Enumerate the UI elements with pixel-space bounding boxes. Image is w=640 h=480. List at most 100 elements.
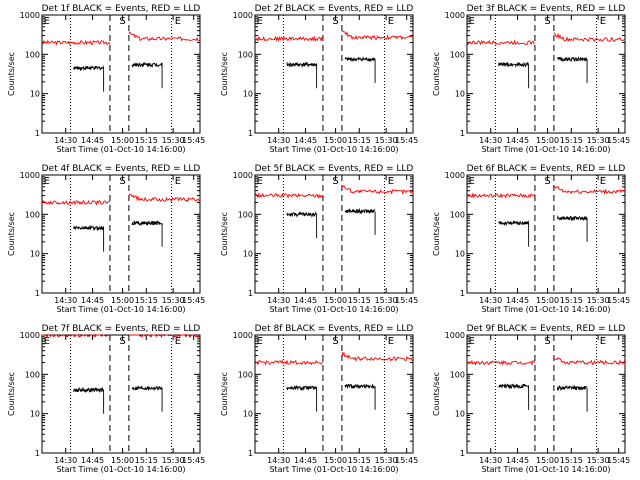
lld-red-series <box>553 32 626 43</box>
y-axis-label: Counts/sec <box>432 372 441 416</box>
lld-red-series <box>553 185 626 195</box>
panel-title: Det 8f BLACK = Events, RED = LLD <box>255 324 414 334</box>
y-tick-label: 100 <box>25 210 40 219</box>
y-tick-label: 100 <box>450 50 465 59</box>
x-tick-label: 15:00 <box>111 136 134 145</box>
events-black-series <box>556 384 588 392</box>
events-black-series <box>73 65 105 72</box>
y-tick-label: 1 <box>248 129 253 138</box>
event-marker: S <box>544 176 550 187</box>
plot-frame <box>254 334 414 454</box>
x-axis-label: Start Time (01-Oct-10 14:16:00) <box>56 305 185 314</box>
events-black-series <box>498 383 530 390</box>
x-axis-label: Start Time (01-Oct-10 14:16:00) <box>269 145 398 154</box>
panel-title: Det 4f BLACK = Events, RED = LLD <box>42 164 201 174</box>
x-tick-label: 15:45 <box>607 456 630 465</box>
event-marker: E <box>257 336 263 347</box>
lld-red-series <box>41 199 110 206</box>
y-axis-label: Counts/sec <box>7 52 16 96</box>
panel-title: Det 2f BLACK = Events, RED = LLD <box>255 4 414 14</box>
plot-frame <box>41 334 201 454</box>
event-marker: E <box>388 176 394 187</box>
panel-det-7: Det 7f BLACK = Events, RED = LLD 1 10 100 10… <box>7 324 205 474</box>
x-tick-label: 15:30 <box>162 296 185 305</box>
y-axis-label: Counts/sec <box>7 212 16 256</box>
events-black-series <box>286 384 318 392</box>
x-tick-label: 15:15 <box>135 456 158 465</box>
x-tick-label: 14:30 <box>479 456 502 465</box>
event-marker: E <box>175 336 181 347</box>
y-axis-label: Counts/sec <box>220 372 229 416</box>
x-tick-label: 15:15 <box>348 456 371 465</box>
x-tick-label: 15:30 <box>587 456 610 465</box>
x-tick-label: 15:30 <box>162 456 185 465</box>
x-tick-label: 15:45 <box>395 136 418 145</box>
x-tick-label: 14:45 <box>81 456 104 465</box>
x-axis-label: Start Time (01-Oct-10 14:16:00) <box>269 465 398 474</box>
y-tick-label: 100 <box>25 50 40 59</box>
y-tick-label: 1 <box>460 449 465 458</box>
event-marker: E <box>175 176 181 187</box>
lld-red-series <box>466 192 536 199</box>
x-tick-label: 15:45 <box>182 136 205 145</box>
x-tick-label: 15:00 <box>324 296 347 305</box>
event-marker: E <box>469 176 475 187</box>
event-marker: S <box>332 336 338 347</box>
x-tick-label: 14:30 <box>54 296 77 305</box>
y-tick-label: 100 <box>25 370 40 379</box>
event-marker: E <box>388 336 394 347</box>
y-tick-label: 1 <box>35 449 40 458</box>
x-tick-label: 14:45 <box>294 296 317 305</box>
y-axis-label: Counts/sec <box>220 52 229 96</box>
event-marker: E <box>257 16 263 27</box>
x-tick-label: 14:45 <box>294 136 317 145</box>
y-axis-label: Counts/sec <box>7 372 16 416</box>
events-black-series <box>498 61 530 68</box>
x-tick-label: 15:15 <box>560 296 583 305</box>
panel-det-4: Det 4f BLACK = Events, RED = LLD 1 10 100 10… <box>7 164 205 314</box>
panel-det-8: Det 8f BLACK = Events, RED = LLD 1 10 100 10… <box>220 324 418 474</box>
y-tick-label: 10 <box>30 250 40 259</box>
x-tick-label: 15:30 <box>587 136 610 145</box>
x-tick-label: 15:45 <box>182 296 205 305</box>
x-tick-label: 14:30 <box>54 456 77 465</box>
event-marker: E <box>175 16 181 27</box>
plot-frame <box>254 174 414 294</box>
event-marker: E <box>388 16 394 27</box>
y-tick-label: 100 <box>238 50 253 59</box>
lld-red-series <box>254 35 324 42</box>
lld-red-series <box>341 30 414 41</box>
panel-det-3: Det 3f BLACK = Events, RED = LLD 1 10 100 10… <box>432 4 630 154</box>
x-tick-label: 14:45 <box>506 456 529 465</box>
y-tick-label: 10 <box>455 90 465 99</box>
x-tick-label: 14:45 <box>506 136 529 145</box>
x-tick-label: 15:30 <box>162 136 185 145</box>
events-black-series <box>286 61 318 69</box>
events-black-series <box>344 383 376 390</box>
x-tick-label: 14:30 <box>479 296 502 305</box>
event-marker: E <box>469 16 475 27</box>
lld-red-series <box>128 334 201 338</box>
x-tick-label: 15:45 <box>395 456 418 465</box>
y-tick-label: 1000 <box>233 331 253 340</box>
panel-det-9: Det 9f BLACK = Events, RED = LLD 1 10 100 10… <box>432 324 630 474</box>
lld-red-series <box>128 193 201 203</box>
plot-frame <box>41 14 201 134</box>
panel-det-6: Det 6f BLACK = Events, RED = LLD 1 10 100 10… <box>432 164 630 314</box>
events-black-series <box>498 219 530 227</box>
event-marker: E <box>44 336 50 347</box>
y-tick-label: 10 <box>455 250 465 259</box>
x-axis-label: Start Time (01-Oct-10 14:16:00) <box>56 465 185 474</box>
y-tick-label: 1000 <box>20 11 40 20</box>
y-tick-label: 1000 <box>20 331 40 340</box>
y-tick-label: 1000 <box>445 11 465 20</box>
y-tick-label: 1000 <box>445 331 465 340</box>
y-tick-label: 1000 <box>233 11 253 20</box>
y-tick-label: 100 <box>238 210 253 219</box>
event-marker: E <box>600 176 606 187</box>
lld-red-series <box>128 31 201 42</box>
x-axis-label: Start Time (01-Oct-10 14:16:00) <box>481 465 610 474</box>
panel-det-1: Det 1f BLACK = Events, RED = LLD 1 10 100 10… <box>7 4 205 154</box>
x-tick-label: 14:45 <box>294 456 317 465</box>
y-tick-label: 10 <box>30 410 40 419</box>
